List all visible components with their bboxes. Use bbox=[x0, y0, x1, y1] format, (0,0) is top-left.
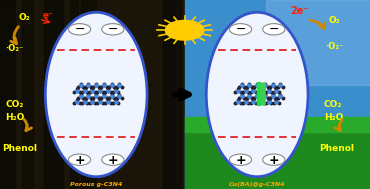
Text: −: − bbox=[235, 23, 246, 36]
Text: +: + bbox=[108, 154, 118, 167]
Ellipse shape bbox=[206, 12, 308, 177]
Text: −: − bbox=[108, 23, 118, 36]
Circle shape bbox=[68, 154, 91, 165]
Text: Cu(BA)@g-C3N4: Cu(BA)@g-C3N4 bbox=[229, 182, 285, 187]
Bar bbox=[185, 129, 370, 189]
Text: +: + bbox=[269, 154, 279, 167]
Text: +: + bbox=[74, 154, 85, 167]
Text: e⁻: e⁻ bbox=[43, 11, 53, 20]
Bar bbox=[70, 0, 78, 189]
Circle shape bbox=[263, 154, 285, 165]
Bar bbox=[185, 0, 370, 189]
Circle shape bbox=[165, 20, 204, 40]
Circle shape bbox=[102, 24, 124, 35]
Circle shape bbox=[229, 24, 252, 35]
Text: +: + bbox=[235, 154, 246, 167]
Text: ·O₂⁻: ·O₂⁻ bbox=[326, 42, 344, 51]
Text: O₂: O₂ bbox=[18, 13, 30, 22]
Circle shape bbox=[229, 154, 252, 165]
Bar bbox=[22, 0, 33, 189]
Text: Porous g-C3N4: Porous g-C3N4 bbox=[70, 182, 122, 187]
Text: Phenol: Phenol bbox=[319, 144, 354, 153]
Bar bbox=[163, 0, 174, 189]
Bar bbox=[266, 0, 370, 85]
Text: ·O₂⁻: ·O₂⁻ bbox=[6, 44, 24, 53]
Bar bbox=[81, 0, 96, 189]
Circle shape bbox=[68, 24, 91, 35]
Circle shape bbox=[102, 154, 124, 165]
Bar bbox=[44, 0, 63, 189]
Circle shape bbox=[263, 24, 285, 35]
Bar bbox=[0, 0, 185, 189]
Ellipse shape bbox=[45, 12, 147, 177]
Text: CO₂: CO₂ bbox=[324, 100, 342, 109]
Bar bbox=[0, 0, 15, 189]
Text: 2e⁻: 2e⁻ bbox=[290, 6, 309, 16]
Text: −: − bbox=[269, 23, 279, 36]
Bar bbox=[174, 0, 181, 189]
Text: H₂O: H₂O bbox=[6, 113, 25, 122]
Text: O₂: O₂ bbox=[329, 16, 340, 25]
Text: H₂O: H₂O bbox=[324, 113, 343, 122]
Text: CO₂: CO₂ bbox=[6, 100, 24, 109]
Text: Phenol: Phenol bbox=[2, 144, 37, 153]
Bar bbox=[185, 117, 370, 132]
Text: −: − bbox=[74, 23, 85, 36]
